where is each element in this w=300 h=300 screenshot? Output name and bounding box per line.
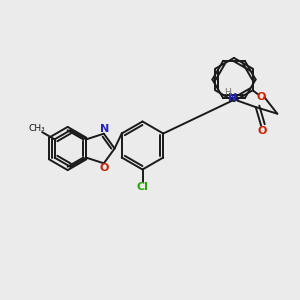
Text: N: N: [100, 124, 109, 134]
Text: O: O: [257, 126, 266, 136]
Text: N: N: [228, 92, 237, 103]
Text: O: O: [256, 92, 266, 102]
Text: CH₃: CH₃: [28, 124, 45, 133]
Text: O: O: [100, 163, 109, 172]
Text: H: H: [224, 88, 231, 97]
Text: Cl: Cl: [136, 182, 148, 193]
